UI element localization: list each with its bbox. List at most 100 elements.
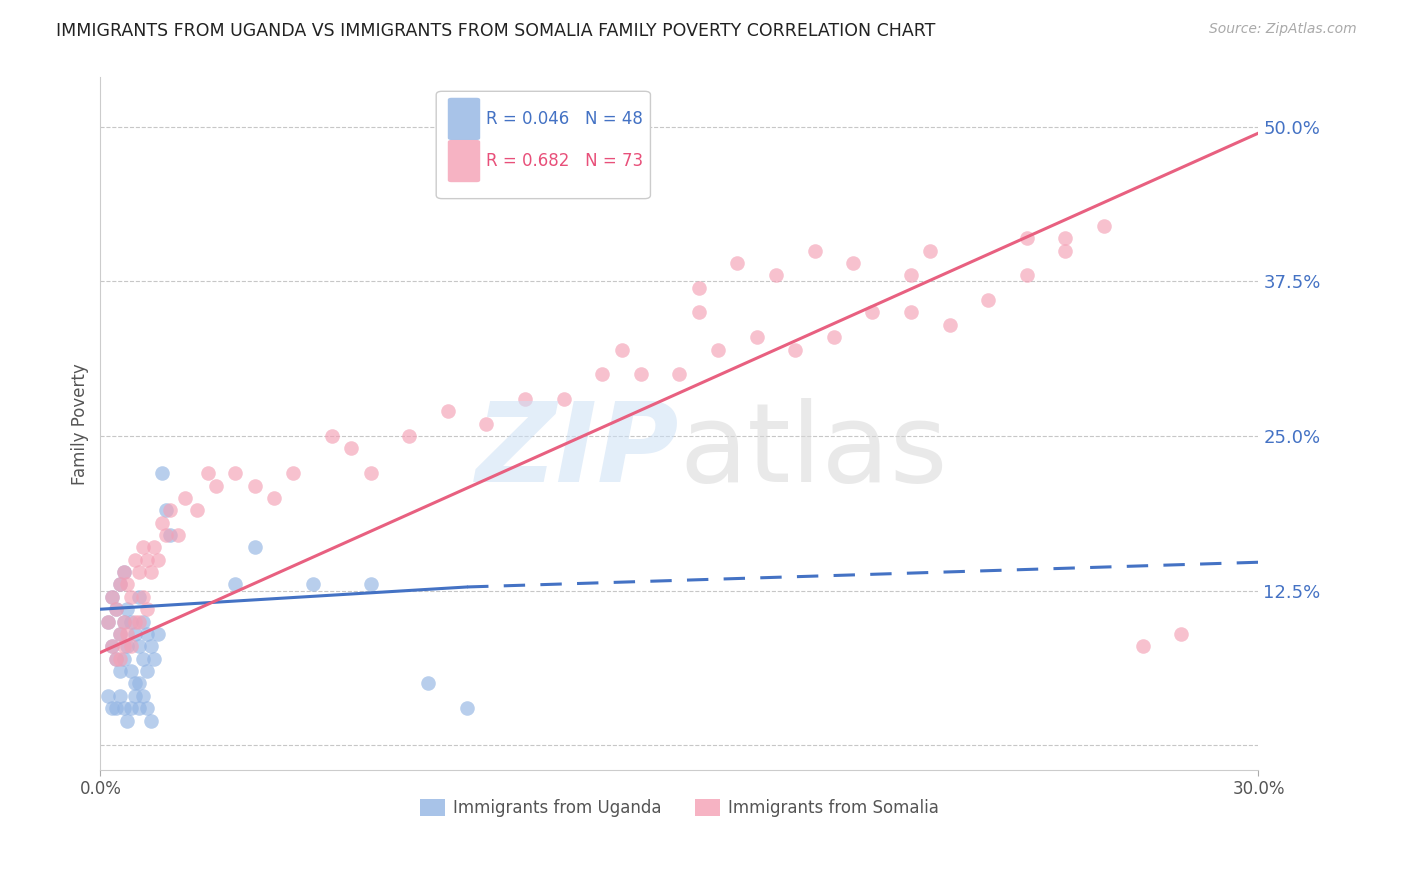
Point (1092, 219, 1115, 233)
Point (132, 689, 155, 703)
Point (688, 305, 710, 319)
Text: R = 0.046   N = 48: R = 0.046 N = 48 (486, 110, 643, 128)
Text: ZIP: ZIP (475, 398, 679, 505)
Point (166, 528, 188, 542)
Point (117, 602, 139, 616)
Point (101, 590, 124, 604)
Point (112, 651, 135, 665)
Point (101, 701, 124, 715)
Point (360, 466, 382, 480)
Point (150, 516, 173, 530)
Point (112, 615, 135, 629)
Legend: Immigrants from Uganda, Immigrants from Somalia: Immigrants from Uganda, Immigrants from … (413, 792, 946, 824)
Point (1054, 244, 1077, 258)
Point (128, 615, 150, 629)
Point (108, 577, 131, 591)
Point (128, 565, 150, 579)
Point (135, 664, 157, 678)
Point (155, 503, 177, 517)
Point (112, 565, 135, 579)
Point (159, 528, 181, 542)
Point (120, 640, 142, 654)
Point (112, 640, 135, 654)
Point (108, 577, 131, 591)
Point (186, 503, 208, 517)
Point (104, 602, 127, 616)
Point (132, 541, 155, 555)
Point (124, 615, 146, 629)
Point (842, 256, 865, 270)
Point (104, 701, 127, 715)
Point (132, 615, 155, 629)
Point (104, 651, 127, 665)
Point (224, 577, 246, 591)
Point (1132, 640, 1154, 654)
Point (745, 330, 768, 344)
Point (128, 590, 150, 604)
Point (436, 404, 458, 418)
Point (243, 541, 266, 555)
Point (128, 701, 150, 715)
Point (1054, 231, 1077, 245)
Point (340, 442, 363, 456)
Point (112, 615, 135, 629)
Point (117, 714, 139, 728)
Point (513, 392, 536, 406)
Point (124, 627, 146, 641)
Text: IMMIGRANTS FROM UGANDA VS IMMIGRANTS FROM SOMALIA FAMILY POVERTY CORRELATION CHA: IMMIGRANTS FROM UGANDA VS IMMIGRANTS FRO… (56, 22, 935, 40)
Point (132, 590, 155, 604)
Point (139, 714, 162, 728)
Text: atlas: atlas (679, 398, 948, 505)
Point (108, 627, 131, 641)
Point (150, 466, 173, 480)
Point (97, 689, 120, 703)
Point (1015, 231, 1038, 245)
Point (135, 701, 157, 715)
Point (117, 627, 139, 641)
Point (938, 318, 960, 332)
Point (120, 615, 142, 629)
Point (321, 429, 343, 443)
Point (591, 368, 613, 382)
Point (283, 466, 305, 480)
Point (120, 701, 142, 715)
Point (108, 689, 131, 703)
Point (101, 640, 124, 654)
Point (418, 676, 440, 690)
Point (117, 640, 139, 654)
Point (1015, 268, 1038, 283)
Point (301, 577, 323, 591)
Point (124, 689, 146, 703)
Text: R = 0.682   N = 73: R = 0.682 N = 73 (486, 152, 643, 170)
Point (197, 466, 219, 480)
Point (900, 268, 922, 283)
Point (243, 478, 266, 492)
Point (155, 528, 177, 542)
Point (128, 640, 150, 654)
Point (112, 565, 135, 579)
Point (120, 590, 142, 604)
Point (143, 651, 166, 665)
Point (135, 553, 157, 567)
Point (108, 664, 131, 678)
Point (104, 602, 127, 616)
Point (205, 478, 228, 492)
Point (108, 651, 131, 665)
Point (707, 343, 730, 357)
Point (148, 553, 170, 567)
FancyBboxPatch shape (447, 140, 481, 182)
Point (108, 627, 131, 641)
Point (456, 701, 478, 715)
Point (124, 676, 146, 690)
FancyBboxPatch shape (447, 98, 481, 140)
Point (668, 368, 690, 382)
Point (862, 305, 884, 319)
Point (900, 305, 922, 319)
Point (135, 602, 157, 616)
Point (139, 640, 162, 654)
Point (148, 627, 170, 641)
Point (174, 491, 197, 505)
FancyBboxPatch shape (436, 91, 651, 199)
Point (553, 392, 575, 406)
Point (803, 244, 825, 258)
